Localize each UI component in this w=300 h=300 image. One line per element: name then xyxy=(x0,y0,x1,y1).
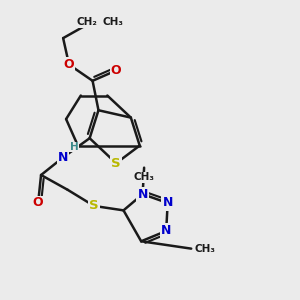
Text: N: N xyxy=(137,188,148,201)
Text: CH₂: CH₂ xyxy=(76,17,97,27)
Text: N: N xyxy=(161,224,171,238)
Text: O: O xyxy=(64,58,74,71)
Text: N: N xyxy=(163,196,173,209)
Text: CH₃: CH₃ xyxy=(194,244,215,254)
Text: CH₃: CH₃ xyxy=(134,172,154,182)
Text: O: O xyxy=(33,196,44,209)
Text: S: S xyxy=(89,200,99,212)
Text: O: O xyxy=(111,64,122,77)
Text: N: N xyxy=(58,151,68,164)
Text: CH₃: CH₃ xyxy=(103,17,124,27)
Text: H: H xyxy=(70,142,78,152)
Text: S: S xyxy=(111,157,121,170)
